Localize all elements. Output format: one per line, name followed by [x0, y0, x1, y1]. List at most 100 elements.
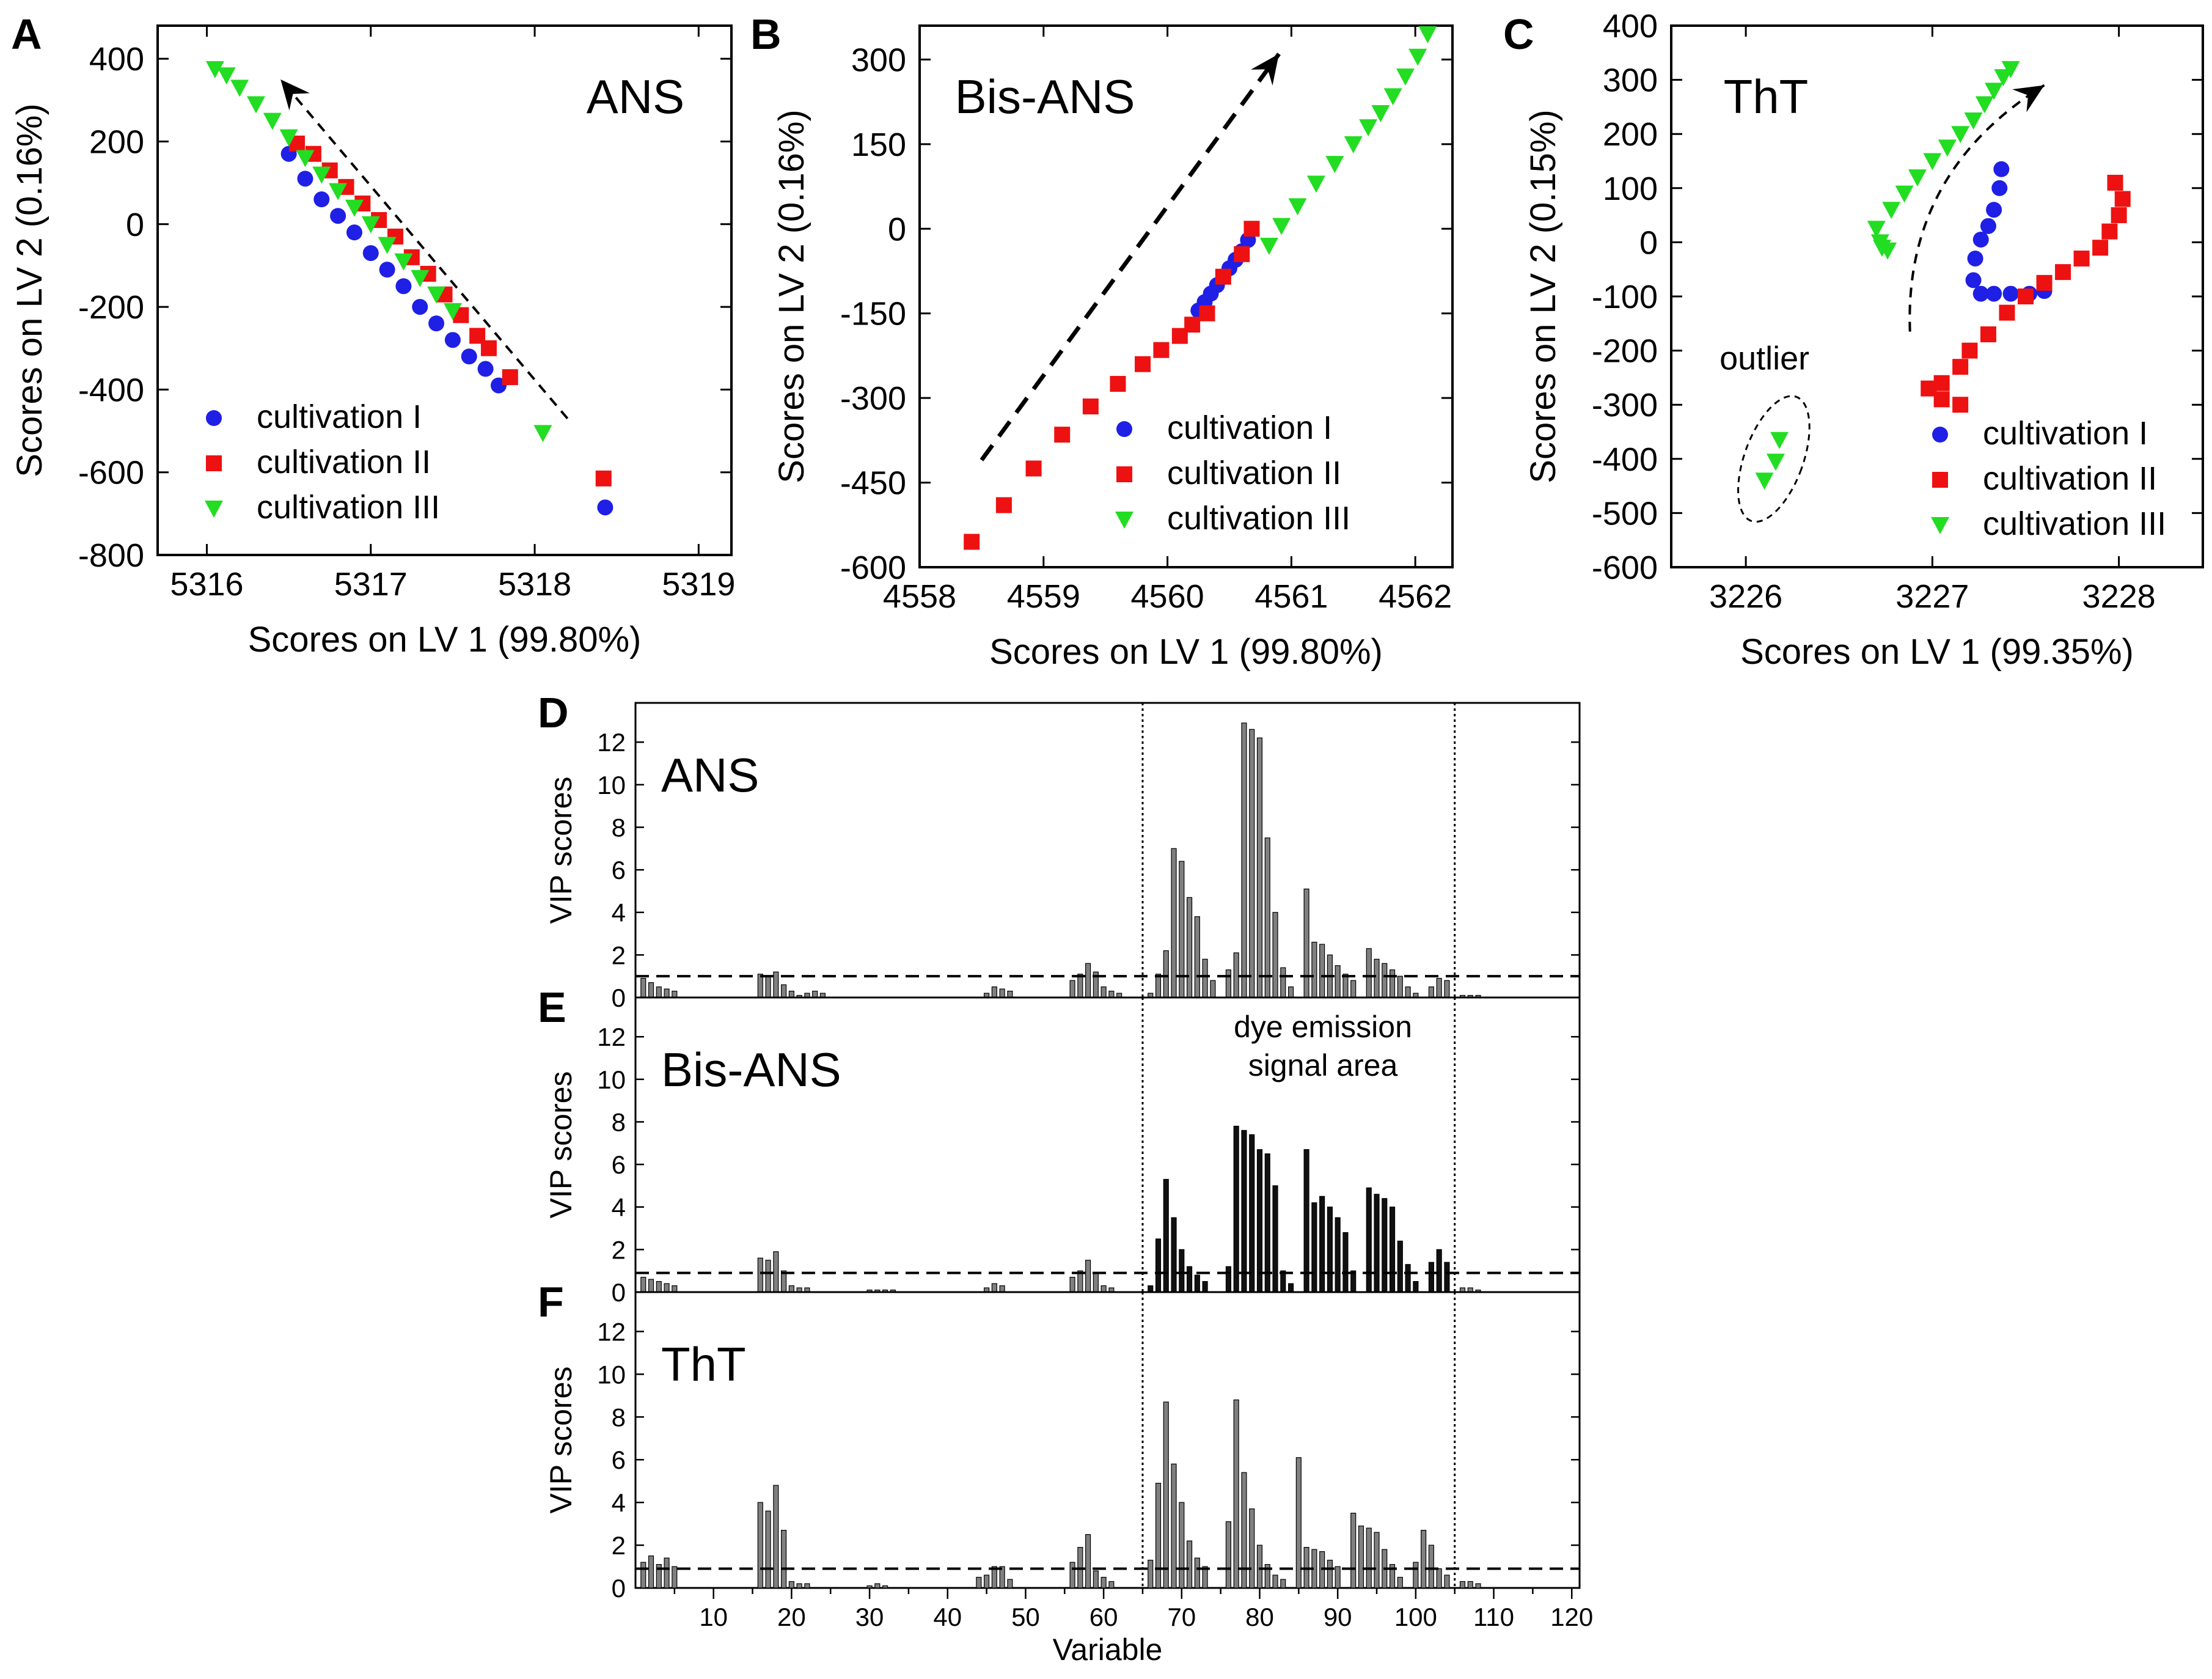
data-point — [1933, 391, 1950, 408]
x-axis-title: Scores on LV 1 (99.80%) — [248, 620, 642, 659]
vip-bar — [1093, 1273, 1099, 1293]
data-point — [1272, 218, 1291, 235]
y-tick-label: 0 — [888, 211, 906, 248]
vip-bar — [1389, 1563, 1396, 1589]
trend-arrow-head — [280, 79, 310, 111]
panel-c: 3226 3227 3228 -600 -500 -400 -300 -200 -100 0 100… — [1503, 8, 2204, 672]
vip-bar — [999, 1285, 1005, 1293]
y-tick-label: 0 — [126, 207, 144, 243]
vip-bar — [648, 982, 654, 998]
dye-label: ThT — [661, 1337, 746, 1391]
data-point — [480, 340, 497, 356]
vip-bar — [1335, 1217, 1341, 1293]
vip-bar — [1366, 1187, 1372, 1293]
vip-bar — [991, 1283, 997, 1293]
x-tick-label: 5318 — [498, 566, 571, 603]
series-cultivation-iii — [205, 61, 552, 443]
panel-letter: B — [750, 10, 782, 58]
x-tick-label: 120 — [1550, 1603, 1593, 1631]
data-point — [1234, 246, 1250, 262]
x-tick-label: 10 — [699, 1603, 728, 1631]
y-tick-label: 400 — [89, 41, 144, 78]
data-point — [1991, 180, 2008, 196]
y-tick-label: 0 — [1639, 224, 1658, 261]
panel-letter: C — [1503, 10, 1534, 58]
vip-bar — [788, 990, 794, 998]
y-tick-label: -300 — [840, 380, 906, 417]
x-tick-label: 30 — [855, 1603, 884, 1631]
vip-bar — [1311, 941, 1317, 998]
x-tick-label: 60 — [1090, 1603, 1118, 1631]
y-tick-label: -600 — [840, 549, 906, 586]
vip-bar — [640, 978, 646, 998]
vip-bar — [1311, 1202, 1317, 1293]
data-point — [279, 129, 298, 147]
data-point — [1215, 268, 1231, 285]
y-tick-label: 8 — [612, 1108, 626, 1136]
dye-label: Bis-ANS — [955, 70, 1135, 123]
data-point — [1923, 153, 1942, 171]
plot-frame — [918, 24, 1454, 568]
data-point — [1999, 304, 2015, 321]
vip-bar — [1256, 1545, 1263, 1589]
legend-label: cultivation II — [1167, 455, 1341, 491]
data-point — [1967, 250, 1983, 266]
vip-bar — [1101, 986, 1107, 998]
data-point — [502, 369, 518, 386]
legend-marker — [206, 410, 222, 426]
vip-bar — [648, 1555, 654, 1589]
y-tick-label: 12 — [597, 1023, 626, 1051]
vip-bar — [1467, 1581, 1473, 1589]
vip-bar — [1233, 952, 1239, 998]
data-point — [1975, 96, 1994, 114]
vip-bar — [874, 1583, 881, 1589]
data-point — [1882, 202, 1901, 219]
vip-bar — [765, 975, 771, 998]
data-point — [995, 497, 1012, 513]
vip-bar — [1358, 1526, 1364, 1589]
vip-bar — [1163, 1178, 1169, 1293]
vip-bar — [1202, 958, 1208, 998]
panel-letter: A — [11, 10, 42, 58]
y-tick-label: 4 — [612, 1193, 626, 1222]
series-cultivation-iii — [1259, 26, 1437, 255]
vip-bar — [781, 1530, 787, 1589]
data-point — [1383, 88, 1402, 106]
legend-label: cultivation III — [257, 489, 440, 526]
vip-bar — [656, 1280, 662, 1293]
signal-area-label-line2: signal area — [1248, 1048, 1398, 1082]
panel-b: 4558 4559 4560 4561 4562 -600 -450 -300 -150 0 150… — [750, 10, 1454, 672]
vip-bar — [773, 1251, 779, 1293]
vip-bar — [1148, 1559, 1154, 1589]
trend-arrow-head — [2012, 85, 2045, 112]
vip-bar — [1421, 1530, 1427, 1589]
data-point — [346, 224, 362, 241]
vip-bar — [1374, 1532, 1380, 1589]
vip-bar — [1101, 1285, 1107, 1293]
x-tick-label: 4558 — [883, 578, 956, 615]
y-tick-label: 2 — [612, 1531, 626, 1560]
y-tick-label: -400 — [1592, 441, 1658, 478]
vip-bar — [1397, 975, 1403, 998]
vip-bar — [1342, 974, 1349, 998]
data-point — [1306, 175, 1325, 193]
vip-bar — [1194, 916, 1200, 998]
x-tick-label: 40 — [933, 1603, 962, 1631]
y-tick-label: 0 — [612, 1574, 626, 1603]
data-point — [379, 262, 395, 278]
vip-bar — [781, 984, 787, 998]
y-tick-label: 8 — [612, 1403, 626, 1431]
y-tick-label: 6 — [612, 1446, 626, 1474]
legend-label: cultivation III — [1983, 505, 2166, 542]
vip-bar — [1077, 974, 1083, 998]
y-tick-label: -150 — [840, 296, 906, 332]
legend-marker — [1932, 427, 1948, 443]
y-axis-title: Scores on LV 2 (0.15%) — [1523, 109, 1563, 483]
vip-bar — [1374, 1194, 1380, 1293]
dye-label: ThT — [1724, 70, 1809, 123]
data-point — [461, 348, 477, 365]
vip-bar — [1272, 1185, 1278, 1293]
series-outlier — [1755, 432, 1789, 490]
y-tick-label: 300 — [851, 42, 906, 78]
data-point — [1135, 356, 1151, 372]
